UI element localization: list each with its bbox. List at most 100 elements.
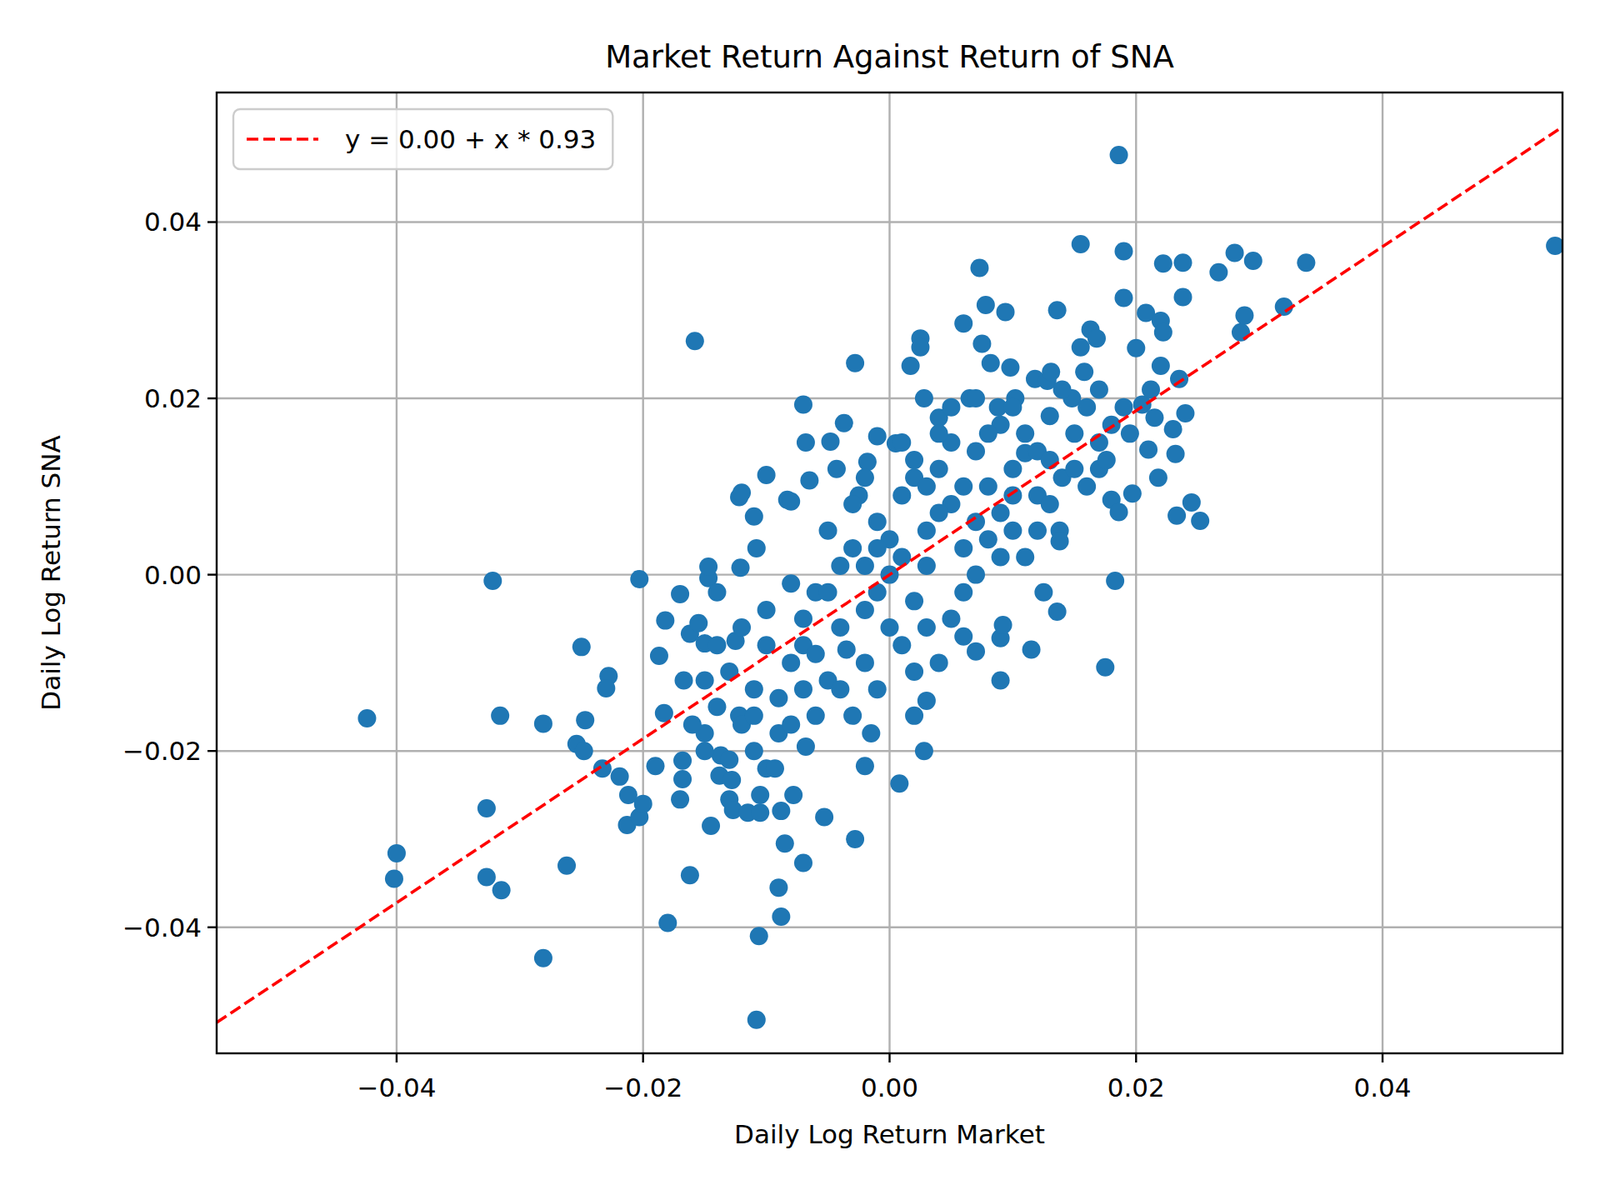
point bbox=[858, 452, 877, 471]
point bbox=[575, 741, 594, 760]
point bbox=[701, 816, 720, 835]
point bbox=[800, 470, 819, 490]
point bbox=[979, 424, 998, 443]
point bbox=[1087, 329, 1106, 348]
point bbox=[835, 414, 854, 433]
point bbox=[979, 530, 998, 549]
fit-line bbox=[216, 126, 1563, 1023]
tick-label: 0.04 bbox=[1354, 1072, 1412, 1103]
point bbox=[673, 770, 692, 789]
tick-label: −0.02 bbox=[603, 1072, 683, 1103]
point bbox=[1065, 424, 1084, 443]
tick-label: −0.02 bbox=[122, 735, 202, 766]
chart: −0.04−0.020.000.020.04−0.04−0.020.000.02… bbox=[0, 0, 1600, 1200]
point bbox=[796, 737, 815, 756]
point bbox=[769, 689, 788, 708]
point bbox=[819, 583, 838, 602]
point bbox=[954, 477, 973, 496]
point bbox=[1120, 424, 1140, 443]
point bbox=[930, 504, 949, 523]
tick-label: 0.04 bbox=[144, 206, 202, 237]
point bbox=[794, 395, 813, 414]
point bbox=[757, 465, 776, 485]
point bbox=[970, 259, 989, 278]
title: Market Return Against Return of SNA bbox=[605, 39, 1175, 75]
grid-line bbox=[395, 92, 398, 1054]
point bbox=[910, 338, 930, 357]
point bbox=[954, 314, 973, 333]
point bbox=[750, 785, 770, 805]
grid-line bbox=[1381, 92, 1384, 1054]
point bbox=[991, 547, 1010, 566]
point bbox=[745, 507, 764, 526]
point bbox=[745, 680, 764, 699]
point bbox=[720, 750, 739, 770]
point bbox=[1071, 338, 1090, 357]
point bbox=[357, 709, 376, 728]
point bbox=[794, 680, 813, 699]
point bbox=[695, 671, 715, 690]
point bbox=[534, 714, 553, 733]
point bbox=[781, 492, 800, 511]
point bbox=[1235, 306, 1254, 325]
point bbox=[646, 756, 665, 775]
point bbox=[979, 477, 998, 496]
point bbox=[781, 574, 800, 593]
grid-line bbox=[216, 397, 1563, 400]
tick-mark bbox=[642, 1053, 645, 1063]
point bbox=[1225, 244, 1245, 263]
point bbox=[1048, 602, 1067, 621]
legend-label: y = 0.00 + x * 0.93 bbox=[345, 124, 596, 155]
grid-line bbox=[1135, 92, 1137, 1054]
point bbox=[966, 565, 985, 585]
point bbox=[765, 759, 785, 778]
tick-label: −0.04 bbox=[356, 1072, 436, 1103]
point bbox=[954, 539, 973, 558]
point bbox=[855, 468, 875, 487]
point bbox=[941, 610, 960, 629]
tick-mark bbox=[1135, 1053, 1137, 1063]
y-axis-label: Daily Log Return SNA bbox=[35, 435, 66, 710]
point bbox=[1164, 420, 1183, 439]
point bbox=[683, 715, 702, 734]
point bbox=[1114, 398, 1133, 417]
point bbox=[477, 867, 496, 886]
point bbox=[781, 653, 800, 672]
point bbox=[1154, 323, 1173, 342]
tick-mark bbox=[1381, 1053, 1384, 1063]
point bbox=[771, 801, 790, 820]
point bbox=[769, 878, 788, 897]
point bbox=[747, 1010, 766, 1030]
point bbox=[1231, 323, 1250, 342]
point bbox=[843, 539, 862, 558]
point bbox=[905, 706, 924, 725]
point bbox=[1048, 300, 1067, 320]
point bbox=[685, 331, 705, 350]
point bbox=[890, 774, 909, 793]
point bbox=[1166, 445, 1185, 464]
point bbox=[675, 671, 694, 690]
point bbox=[1003, 521, 1022, 540]
point bbox=[492, 880, 511, 900]
point bbox=[750, 803, 770, 822]
point bbox=[655, 611, 675, 630]
point bbox=[941, 398, 960, 417]
point bbox=[781, 715, 800, 734]
point bbox=[1296, 253, 1315, 272]
tick-mark bbox=[395, 1053, 398, 1063]
point bbox=[1173, 253, 1192, 272]
point bbox=[1077, 398, 1096, 417]
point bbox=[892, 635, 911, 655]
legend-swatch bbox=[246, 137, 319, 141]
point bbox=[819, 521, 838, 540]
legend: y = 0.00 + x * 0.93 bbox=[233, 109, 613, 170]
tick-mark bbox=[207, 220, 217, 223]
point bbox=[630, 570, 649, 589]
point bbox=[1110, 503, 1129, 522]
point bbox=[385, 870, 404, 889]
point bbox=[1041, 362, 1060, 381]
point bbox=[843, 495, 862, 514]
point bbox=[732, 483, 751, 502]
point bbox=[1244, 251, 1263, 270]
point bbox=[1065, 460, 1084, 479]
